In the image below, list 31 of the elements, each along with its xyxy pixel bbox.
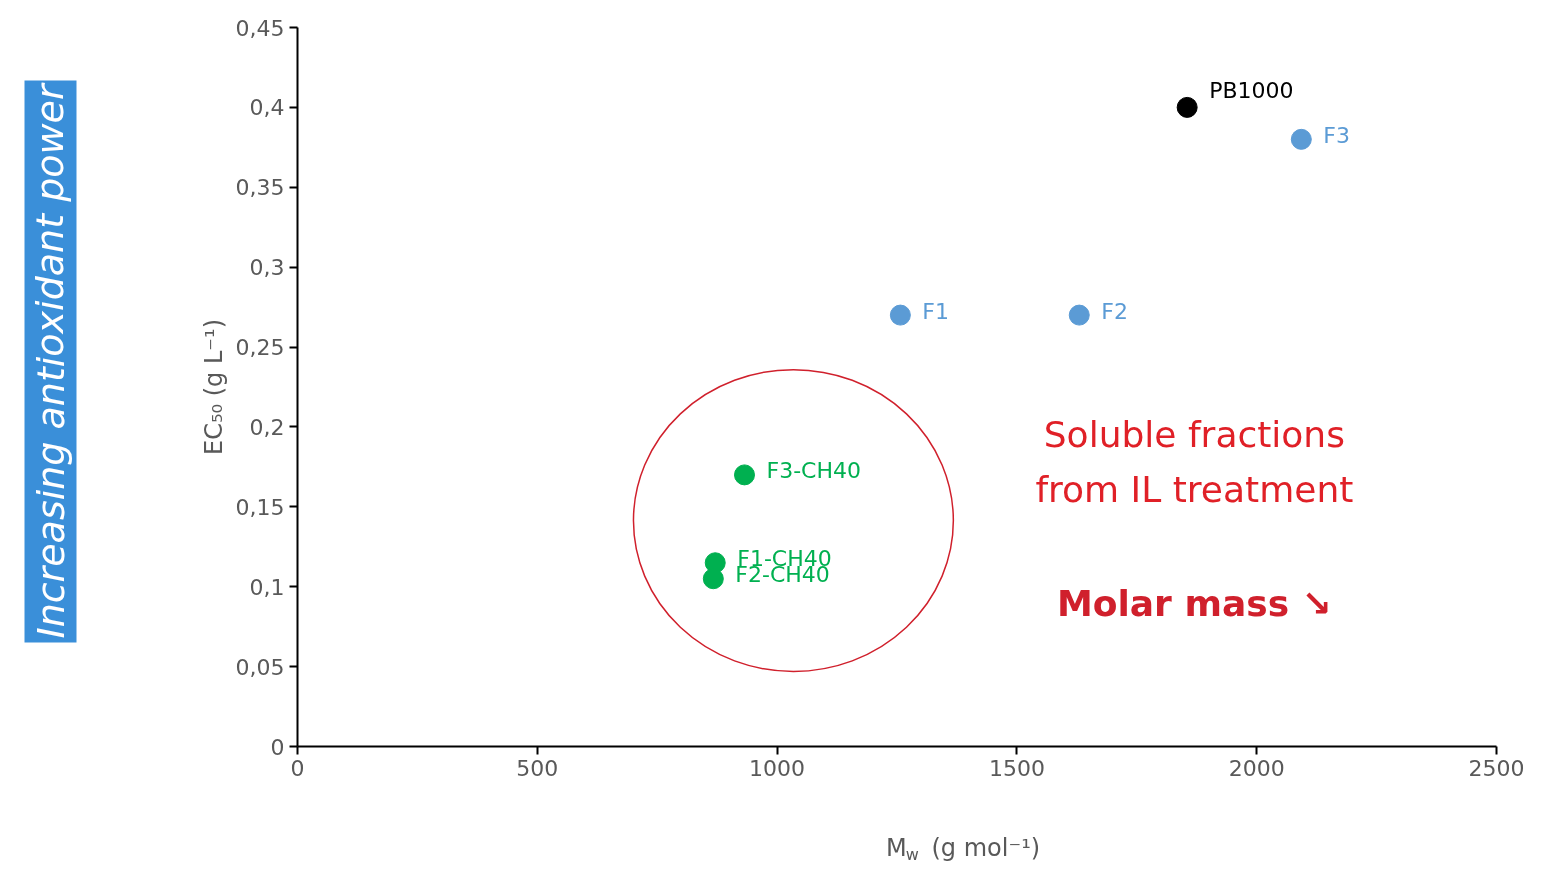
annotation: Soluble fractions from IL treatment bbox=[1035, 414, 1354, 510]
y-tick-label: 0,05 bbox=[235, 654, 285, 680]
point bbox=[702, 568, 724, 590]
y-tick-label: 0,35 bbox=[235, 175, 285, 201]
x-tick-label: 1500 bbox=[988, 755, 1045, 781]
y-tick-label: 0,45 bbox=[235, 15, 285, 41]
text: Increasing antioxidant power bbox=[28, 82, 73, 639]
y-axis-title: EC₅₀ (g L⁻¹) bbox=[199, 318, 228, 456]
y-tick-label: 0,15 bbox=[235, 494, 285, 520]
series-label: F1 bbox=[922, 298, 950, 324]
y-tick-label: 0,1 bbox=[249, 574, 285, 600]
y-tick-label: 0,4 bbox=[249, 95, 285, 121]
point bbox=[889, 304, 911, 326]
x-tick-label: 1000 bbox=[749, 755, 806, 781]
annotation: Molar mass ↘ bbox=[1056, 583, 1332, 624]
x-tick-label: 2500 bbox=[1468, 755, 1525, 781]
x-tick-label: 500 bbox=[516, 755, 559, 781]
point bbox=[733, 464, 755, 486]
x-tick-label: 0 bbox=[290, 755, 305, 781]
series-label: F3-CH40 bbox=[766, 458, 861, 484]
point bbox=[1290, 128, 1312, 150]
y-tick-label: 0,2 bbox=[249, 414, 285, 440]
y-tick-label: 0,25 bbox=[235, 335, 285, 361]
y-tick-label: 0,3 bbox=[249, 255, 285, 281]
series-label: PB1000 bbox=[1209, 78, 1294, 104]
series-label: F2 bbox=[1101, 298, 1128, 324]
x-tick-label: 2000 bbox=[1228, 755, 1285, 781]
point bbox=[1068, 304, 1090, 326]
y-tick-label: 0 bbox=[270, 734, 285, 760]
point bbox=[1176, 96, 1198, 118]
series-label: F3 bbox=[1323, 122, 1350, 148]
